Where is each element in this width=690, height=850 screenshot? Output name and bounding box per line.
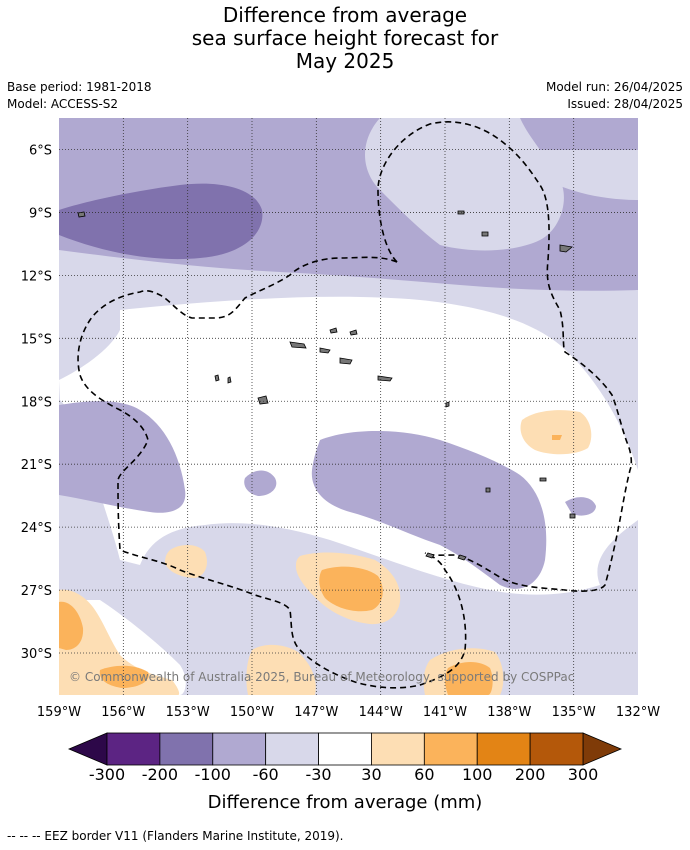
island-l	[425, 552, 435, 559]
east-negative-patch	[565, 497, 596, 516]
colorbar-level-label: -200	[141, 765, 179, 784]
island-g	[289, 341, 307, 349]
lat-tick-label: 6°S	[29, 143, 52, 158]
south-light-pocket	[379, 633, 424, 678]
island-f	[77, 211, 86, 218]
island-e	[349, 329, 358, 336]
lon-tick-label: 138°W	[487, 705, 531, 720]
colorbar-swatch	[106, 732, 161, 766]
title-line-1: Difference from average	[222, 3, 468, 27]
lat-tick-label: 12°S	[21, 269, 52, 284]
island-j	[377, 375, 393, 382]
colorbar-swatch	[423, 732, 478, 766]
colorbar-swatch	[476, 732, 531, 766]
lon-tick-label: 150°W	[230, 705, 274, 720]
lat-tick-label: 18°S	[21, 395, 52, 410]
se-light-band	[480, 599, 638, 660]
colorbar-swatch	[212, 732, 267, 766]
lat-tick-label: 24°S	[21, 521, 52, 536]
ne-light-pocket	[540, 150, 638, 200]
island-d	[329, 327, 338, 334]
eez-border-east	[377, 121, 633, 592]
island-c	[445, 401, 450, 408]
island-tahiti	[257, 395, 269, 405]
colorbar-level-label: 30	[361, 765, 382, 784]
colorbar-title: Difference from average (mm)	[207, 792, 483, 813]
contour-field	[59, 118, 638, 695]
longitude-tick-labels: 159°W 156°W 153°W 150°W 147°W 144°W 141°W 138°W…	[37, 705, 660, 720]
colorbar-level-label: 100	[461, 765, 493, 784]
lon-tick-label: 144°W	[359, 705, 403, 720]
lon-tick-label: 147°W	[294, 705, 338, 720]
sw-positive-patch	[59, 589, 180, 695]
lat-tick-label: 21°S	[21, 458, 52, 473]
sw-positive-core	[59, 601, 84, 650]
island-east-a	[559, 244, 573, 253]
colorbar-over-arrow	[582, 732, 623, 766]
island-o	[539, 477, 547, 482]
west-negative-patch	[59, 401, 186, 513]
lat-tick-label: 27°S	[21, 584, 52, 599]
eez-border-west	[77, 256, 467, 689]
colorbar-level-label: -300	[88, 765, 126, 784]
island-i	[339, 357, 353, 365]
se-positive-core	[445, 662, 493, 695]
north-light-pocket	[405, 151, 533, 242]
map-gridlines	[59, 118, 638, 695]
model-name: Model: ACCESS-S2	[7, 97, 119, 111]
small-negative-patch	[244, 470, 277, 496]
colorbar-level-label: -100	[194, 765, 231, 784]
island-h	[319, 347, 331, 354]
lat-tick-label: 9°S	[29, 206, 52, 221]
island-group	[77, 210, 576, 561]
sw-positive-core-2	[99, 665, 149, 688]
colorbar-level-label: -30	[305, 765, 332, 784]
island-n	[485, 487, 491, 493]
colorbar	[67, 732, 623, 766]
small-positive-patch	[165, 544, 207, 578]
colorbar-swatch	[318, 732, 372, 766]
base-period: Base period: 1981-2018	[7, 80, 152, 94]
run-info: Model run: 26/04/2025 Issued: 28/04/2025	[546, 79, 683, 113]
colorbar-level-label: 200	[514, 765, 546, 784]
south-positive-patch	[246, 644, 316, 695]
lon-tick-label: 141°W	[423, 705, 467, 720]
lon-tick-label: 159°W	[37, 705, 81, 720]
lon-tick-label: 153°W	[166, 705, 210, 720]
central-negative-patch	[311, 431, 547, 589]
lat-tick-label: 15°S	[21, 332, 52, 347]
copyright-notice: © Commonwealth of Australia 2025, Bureau…	[69, 670, 574, 684]
lon-tick-label: 132°W	[616, 705, 660, 720]
eez-legend-note: -- -- -- EEZ border V11 (Flanders Marine…	[7, 829, 344, 843]
colorbar-level-label: 60	[414, 765, 435, 784]
neutral-zone-inner	[188, 393, 520, 477]
map-title: Difference from average sea surface heig…	[0, 4, 690, 73]
title-line-3: May 2025	[295, 49, 395, 73]
central-positive-core	[319, 566, 383, 612]
island-a	[214, 374, 220, 382]
colorbar-swatch	[529, 732, 584, 766]
east-positive-core	[552, 435, 562, 440]
north-band-strong	[59, 183, 263, 260]
sw-light-pocket	[114, 585, 193, 637]
island-marquesas-b	[481, 231, 489, 237]
lon-tick-label: 135°W	[552, 705, 596, 720]
lat-tick-label: 30°S	[21, 647, 52, 662]
title-line-2: sea surface height forecast for	[191, 26, 499, 50]
colorbar-level-label: -60	[252, 765, 279, 784]
model-run-date: Model run: 26/04/2025	[545, 80, 683, 94]
island-b	[227, 376, 232, 384]
colorbar-level-label: 300	[567, 765, 599, 784]
island-m	[457, 554, 467, 561]
latitude-tick-labels: 6°S 9°S 12°S 15°S 18°S 21°S 24°S 27°S 30°S	[21, 143, 52, 662]
base-info: Base period: 1981-2018 Model: ACCESS-S2	[7, 79, 152, 113]
colorbar-swatch	[265, 732, 319, 766]
island-k	[569, 513, 576, 519]
issued-date: Issued: 28/04/2025	[567, 97, 683, 111]
colorbar-swatch	[371, 732, 425, 766]
colorbar-swatch	[159, 732, 214, 766]
lon-tick-label: 156°W	[101, 705, 145, 720]
colorbar-under-arrow	[67, 732, 108, 766]
